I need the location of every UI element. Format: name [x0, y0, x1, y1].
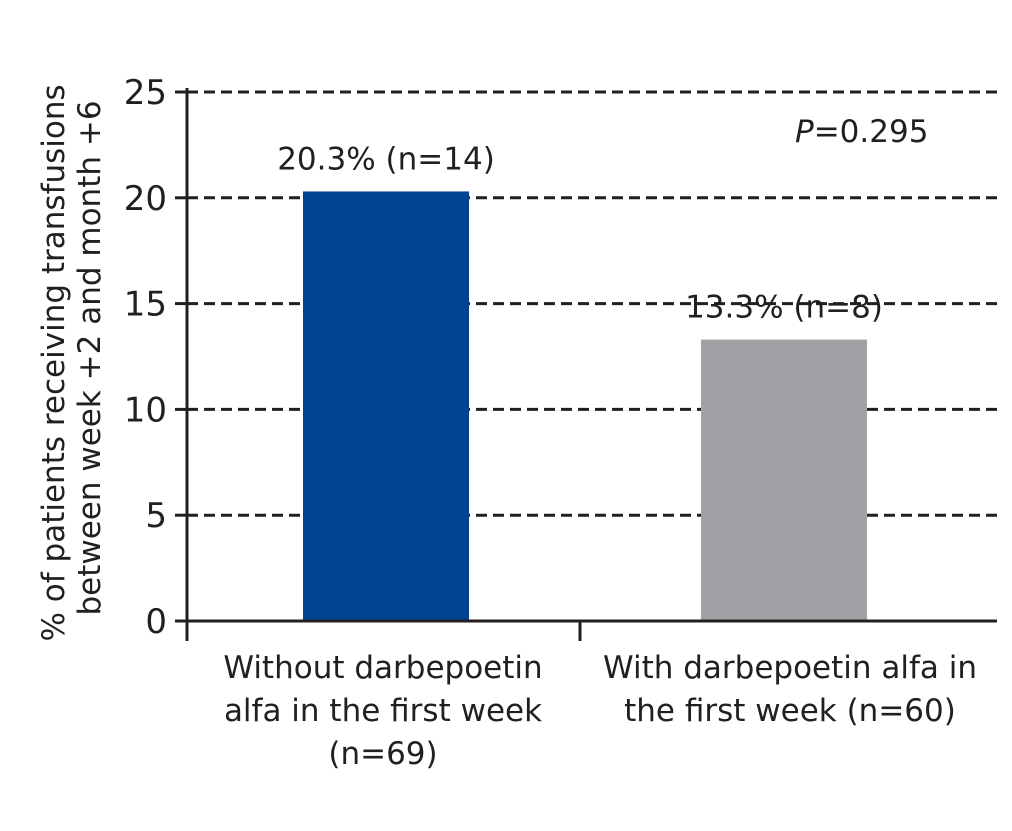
category-label-1-line-3: (n=69) [328, 736, 437, 772]
y-tick-label-15: 15 [124, 285, 167, 325]
data-labels: 20.3% (n=14) 13.3% (n=8) [277, 141, 883, 325]
y-axis-title-line-2: between week +2 and month +6 [72, 100, 108, 615]
y-axis-title: % of patients receiving transfusions bet… [36, 74, 108, 641]
category-label-2-line-1: With darbepoetin alfa in [603, 650, 977, 686]
y-tick-labels: 0 5 10 15 20 25 [124, 73, 167, 642]
category-label-2-line-2: the first week (n=60) [624, 693, 956, 729]
y-axis-title-line-1: % of patients receiving transfusions [36, 84, 72, 641]
y-tick-label-0: 0 [145, 602, 167, 642]
category-label-1-line-1: Without darbepoetin [223, 650, 542, 686]
p-value-annotation: P=0.295 [795, 114, 928, 150]
p-symbol: P [795, 114, 814, 150]
category-label-1-line-2: alfa in the first week [224, 693, 542, 729]
axes [175, 88, 997, 641]
category-labels: Without darbepoetin alfa in the first wee… [223, 650, 977, 772]
p-value: =0.295 [814, 114, 929, 150]
bar-2 [701, 339, 867, 621]
y-tick-label-10: 10 [124, 390, 167, 430]
data-label-1: 20.3% (n=14) [277, 141, 495, 177]
y-tick-label-25: 25 [124, 73, 167, 113]
bars [303, 191, 867, 621]
data-label-2: 13.3% (n=8) [685, 290, 883, 326]
y-tick-label-20: 20 [124, 179, 167, 219]
y-tick-label-5: 5 [145, 496, 167, 536]
bar-1 [303, 191, 469, 621]
